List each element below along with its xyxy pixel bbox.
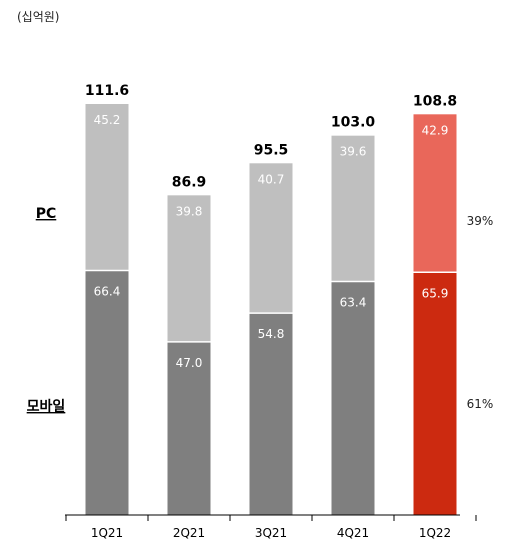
value-label-mobile-1Q22: 65.9 — [422, 286, 449, 300]
value-label-mobile-4Q21: 63.4 — [340, 296, 367, 310]
x-tick-label-3Q21: 3Q21 — [255, 526, 287, 540]
bar-mobile-3Q21 — [249, 313, 293, 515]
x-tick-label-1Q22: 1Q22 — [419, 526, 451, 540]
unit-label: (십억원) — [17, 10, 59, 24]
value-label-mobile-1Q21: 66.4 — [94, 284, 121, 298]
total-label-3Q21: 95.5 — [254, 142, 289, 158]
value-label-pc-4Q21: 39.6 — [340, 145, 367, 159]
bar-mobile-2Q21 — [167, 341, 211, 515]
bar-mobile-1Q22 — [413, 272, 457, 515]
total-label-4Q21: 103.0 — [331, 115, 376, 131]
bar-pc-1Q21 — [85, 104, 129, 271]
x-tick-label-4Q21: 4Q21 — [337, 526, 369, 540]
bar-mobile-1Q21 — [85, 270, 129, 515]
bar-pc-2Q21 — [167, 195, 211, 342]
value-label-pc-1Q21: 45.2 — [94, 113, 121, 127]
value-label-mobile-3Q21: 54.8 — [258, 327, 285, 341]
x-tick-label-1Q21: 1Q21 — [91, 526, 123, 540]
value-label-mobile-2Q21: 47.0 — [176, 356, 203, 370]
bar-pc-3Q21 — [249, 163, 293, 314]
legend-label-mobile: 모바일 — [27, 399, 66, 415]
x-tick-label-2Q21: 2Q21 — [173, 526, 205, 540]
bar-pc-1Q22 — [413, 114, 457, 273]
legend-label-pc: PC — [36, 206, 57, 222]
total-label-1Q21: 111.6 — [85, 83, 129, 99]
value-label-pc-3Q21: 40.7 — [258, 172, 285, 186]
value-label-pc-2Q21: 39.8 — [176, 204, 203, 218]
bars-group: 66.4 45.2 111.6 47.0 39.8 86.9 54.8 40.7 95.5 63.… — [85, 83, 457, 515]
share-label-pc: 39% — [467, 214, 494, 228]
x-ticks-group: 1Q21 2Q21 3Q21 4Q21 1Q22 — [65, 515, 477, 540]
bar-mobile-4Q21 — [331, 281, 375, 515]
share-label-mobile: 61% — [467, 397, 494, 411]
value-label-pc-1Q22: 42.9 — [422, 123, 449, 137]
total-label-2Q21: 86.9 — [172, 174, 207, 190]
bar-pc-4Q21 — [331, 135, 375, 282]
total-label-1Q22: 108.8 — [413, 93, 457, 109]
